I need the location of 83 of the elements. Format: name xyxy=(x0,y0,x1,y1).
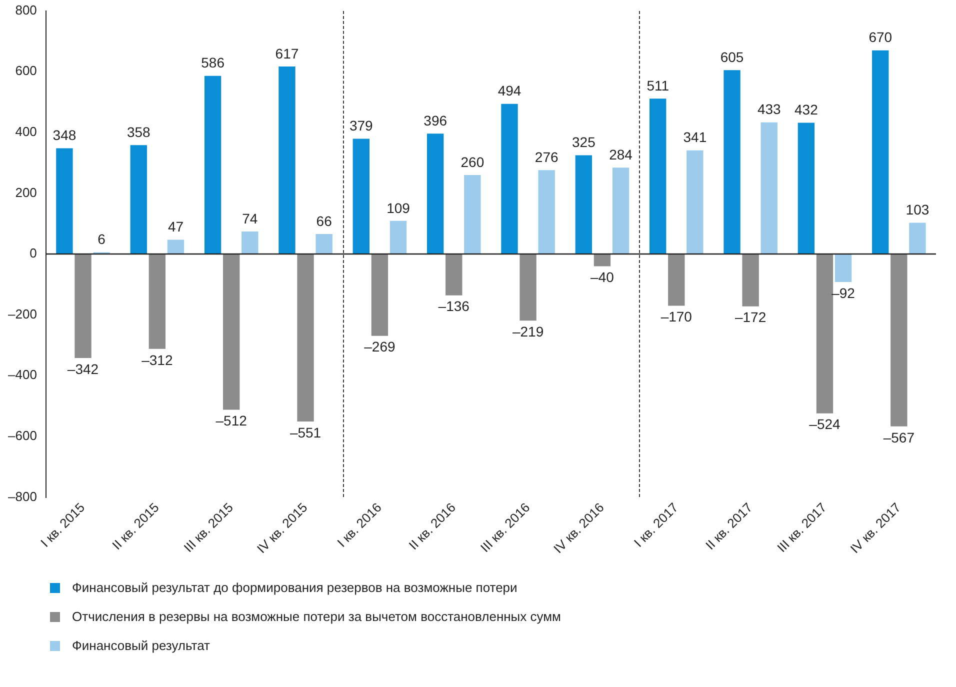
y-tick-label: –200 xyxy=(8,306,37,322)
y-tick-label: 600 xyxy=(15,63,37,78)
bar xyxy=(446,254,462,296)
bar xyxy=(668,254,685,306)
bar xyxy=(890,254,908,426)
data-label: 433 xyxy=(757,101,782,118)
bar xyxy=(390,220,407,254)
data-label: –342 xyxy=(67,360,99,377)
bar xyxy=(594,254,611,266)
bar xyxy=(148,254,166,349)
bar xyxy=(278,66,296,254)
bar xyxy=(204,76,222,254)
data-label: 284 xyxy=(609,146,633,163)
legend-label: Отчисления в резервы на возможные потери за вычетом восстановленных сумм xyxy=(72,609,561,624)
bar xyxy=(167,240,184,254)
bar xyxy=(816,254,834,414)
bar xyxy=(501,104,518,254)
bar xyxy=(297,254,314,422)
bar xyxy=(798,122,815,254)
bar xyxy=(742,254,759,306)
legend-label: Финансовый результат xyxy=(72,638,210,653)
data-label: –219 xyxy=(512,323,544,340)
data-label: 47 xyxy=(168,218,184,235)
data-label: 670 xyxy=(868,29,892,46)
bar xyxy=(426,134,444,254)
bar xyxy=(74,254,92,358)
data-label: 358 xyxy=(126,124,151,140)
bar xyxy=(724,70,740,254)
bar xyxy=(650,98,666,254)
bar xyxy=(612,168,630,254)
y-tick-label: 0 xyxy=(30,246,37,261)
data-label: 260 xyxy=(460,154,484,170)
bar xyxy=(520,254,536,321)
data-label: –92 xyxy=(832,284,856,301)
bar xyxy=(371,254,388,336)
data-label: –269 xyxy=(364,338,396,355)
bar xyxy=(464,174,481,254)
bar xyxy=(316,234,332,254)
data-label: –567 xyxy=(883,429,915,446)
data-label: 276 xyxy=(534,148,558,165)
y-tick-label: 800 xyxy=(15,2,37,18)
data-label: –136 xyxy=(438,298,470,314)
data-label: –172 xyxy=(734,309,766,326)
data-label: 103 xyxy=(906,202,930,218)
data-label: 511 xyxy=(646,78,670,94)
data-label: 396 xyxy=(424,112,448,128)
bar xyxy=(760,122,778,254)
data-label: 605 xyxy=(720,48,744,65)
data-label: –524 xyxy=(809,416,841,432)
bar xyxy=(834,254,852,282)
data-label: 494 xyxy=(498,82,522,99)
data-label: 617 xyxy=(275,45,299,62)
bar xyxy=(352,138,370,254)
bar xyxy=(56,148,73,254)
legend-label: Финансовый результат до формирования резервов на возможные потери xyxy=(72,580,518,595)
data-label: –512 xyxy=(216,412,248,429)
bar xyxy=(242,232,258,254)
bar xyxy=(130,145,147,254)
data-label: 109 xyxy=(386,200,410,216)
data-label: –170 xyxy=(660,308,692,325)
bar xyxy=(909,222,926,254)
data-label: 348 xyxy=(52,127,76,144)
data-label: 325 xyxy=(572,134,596,150)
data-label: 341 xyxy=(683,129,707,146)
y-tick-label: –400 xyxy=(8,367,37,382)
data-label: 586 xyxy=(201,54,225,71)
data-label: 74 xyxy=(242,210,258,226)
data-label: 432 xyxy=(794,102,818,118)
y-tick-label: –600 xyxy=(8,428,37,444)
data-label: –312 xyxy=(142,352,173,368)
data-label: 6 xyxy=(98,231,106,248)
bar xyxy=(223,254,240,410)
bar xyxy=(686,150,704,254)
data-label: 66 xyxy=(316,212,332,229)
data-label: 379 xyxy=(349,118,374,134)
bar xyxy=(575,155,592,254)
data-label: –40 xyxy=(590,269,614,286)
data-label: –551 xyxy=(290,424,322,440)
y-tick-label: 400 xyxy=(15,124,37,139)
y-tick-label: –800 xyxy=(8,488,37,504)
y-tick-label: 200 xyxy=(15,184,37,200)
bar xyxy=(872,50,889,254)
bar xyxy=(538,170,555,254)
